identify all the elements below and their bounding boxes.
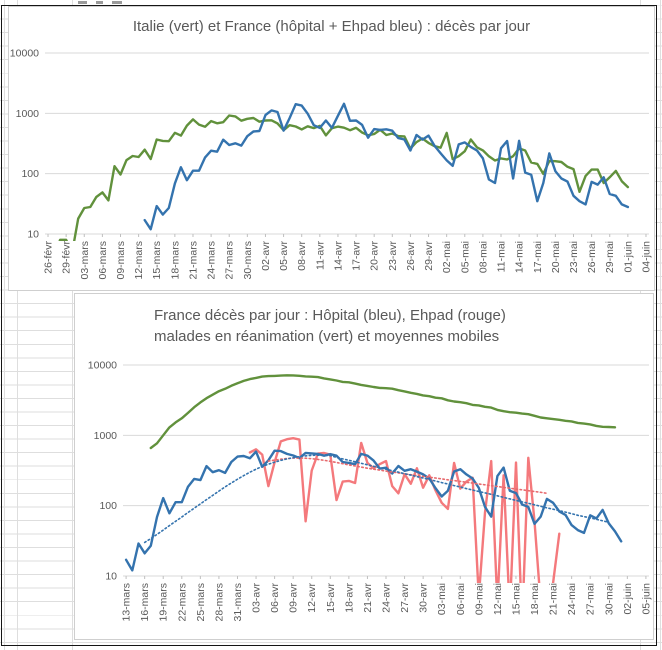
svg-text:18-avr: 18-avr [343,583,355,613]
svg-text:29-mai: 29-mai [604,241,616,273]
svg-text:30-avr: 30-avr [418,583,430,613]
svg-text:17-mai: 17-mai [532,241,544,273]
svg-text:03-mai: 03-mai [436,583,448,615]
svg-text:27-mai: 27-mai [585,583,597,615]
chart-2-title-line-1: France décès par jour : Hôpital (bleu), … [154,307,506,324]
svg-text:08-mai: 08-mai [477,241,489,273]
svg-text:09-mars: 09-mars [115,241,127,280]
svg-text:21-mai: 21-mai [548,583,560,615]
svg-text:20-mai: 20-mai [550,241,562,273]
svg-text:14-mai: 14-mai [514,241,526,273]
chart-italy-france-daily-deaths[interactable]: Italie (vert) et France (hôpital + Ehpad… [8,6,655,291]
svg-text:26-mai: 26-mai [586,241,598,273]
chart-1-title: Italie (vert) et France (hôpital + Ehpad… [132,18,531,35]
svg-text:14-avr: 14-avr [332,241,344,271]
svg-text:06-avr: 06-avr [269,583,281,613]
svg-text:01-juin: 01-juin [622,241,634,273]
svg-text:18-mars: 18-mars [169,241,181,280]
svg-text:02-avr: 02-avr [260,241,272,271]
chart-2-title: France décès par jour : Hôpital (bleu), … [154,305,506,347]
svg-text:27-mars: 27-mars [224,241,236,280]
svg-text:02-juin: 02-juin [622,583,634,615]
svg-text:15-mai: 15-mai [510,583,522,615]
svg-text:30-mars: 30-mars [242,241,254,280]
svg-text:10: 10 [105,571,117,583]
svg-text:11-avr: 11-avr [314,240,326,269]
chart-2-plot-area: 10 100 1000 10000 13-mars 16-mars 19-mars 22-ma… [88,360,653,622]
svg-text:21-mars: 21-mars [187,241,199,280]
svg-text:27-avr: 27-avr [399,583,411,613]
svg-text:16-mars: 16-mars [139,583,151,622]
svg-text:20-avr: 20-avr [369,241,381,271]
svg-text:23-mai: 23-mai [568,241,580,273]
svg-text:05-avr: 05-avr [278,241,290,271]
svg-text:21-avr: 21-avr [362,583,374,613]
svg-text:28-mars: 28-mars [213,583,225,622]
spreadsheet-column-line [660,0,661,650]
clipped-cell-content [96,1,103,4]
svg-text:06-mars: 06-mars [97,241,109,280]
svg-text:10000: 10000 [10,48,39,60]
svg-text:06-mai: 06-mai [455,583,467,615]
spreadsheet-column-line [17,0,18,650]
svg-text:26-avr: 26-avr [405,241,417,271]
svg-text:02-mai: 02-mai [441,241,453,273]
svg-text:11-mai: 11-mai [496,241,508,272]
svg-text:29-févr: 29-févr [61,241,73,274]
svg-text:1000: 1000 [16,108,40,120]
svg-text:10000: 10000 [88,360,117,372]
svg-text:24-mars: 24-mars [206,241,218,280]
svg-text:19-mars: 19-mars [158,583,170,622]
spreadsheet-column-line [3,0,5,650]
svg-text:10: 10 [27,229,39,241]
svg-text:15-mars: 15-mars [151,241,163,280]
svg-text:12-mai: 12-mai [492,583,504,615]
svg-text:03-avr: 03-avr [251,583,263,613]
svg-text:12-mars: 12-mars [133,241,145,280]
svg-text:23-avr: 23-avr [387,241,399,271]
svg-text:13-mars: 13-mars [121,583,133,622]
svg-text:18-mai: 18-mai [529,583,541,615]
svg-text:05-juin: 05-juin [640,583,652,615]
clipped-cell-content [112,1,122,4]
svg-text:100: 100 [21,168,39,180]
svg-text:15-avr: 15-avr [325,583,337,613]
clipped-cell-content [78,1,87,4]
svg-text:24-avr: 24-avr [381,583,393,613]
svg-text:17-avr: 17-avr [351,241,363,271]
chart-2-title-line-2: malades en réanimation (vert) et moyenne… [154,328,500,345]
svg-text:31-mars: 31-mars [232,583,244,622]
svg-text:05-mai: 05-mai [459,241,471,273]
svg-text:29-avr: 29-avr [423,241,435,271]
svg-text:24-mai: 24-mai [566,583,578,615]
svg-text:30-mai: 30-mai [603,583,615,615]
svg-text:08-avr: 08-avr [296,241,308,271]
spreadsheet-column-line [72,0,73,650]
svg-text:22-mars: 22-mars [176,583,188,622]
svg-text:12-avr: 12-avr [306,583,318,613]
svg-text:09-avr: 09-avr [288,583,300,613]
svg-text:09-mai: 09-mai [473,583,485,615]
svg-text:26-févr: 26-févr [43,241,55,274]
chart-1-plot-area: 10 100 1000 10000 26-févr 29-févr 03-mars 06-ma… [10,48,653,280]
chart-france-hospital-ehpad-rea[interactable]: France décès par jour : Hôpital (bleu), … [74,293,654,640]
svg-text:04-juin: 04-juin [640,241,652,273]
svg-text:1000: 1000 [94,430,118,442]
svg-text:03-mars: 03-mars [79,241,91,280]
svg-text:25-mars: 25-mars [195,583,207,622]
svg-text:100: 100 [99,500,117,512]
